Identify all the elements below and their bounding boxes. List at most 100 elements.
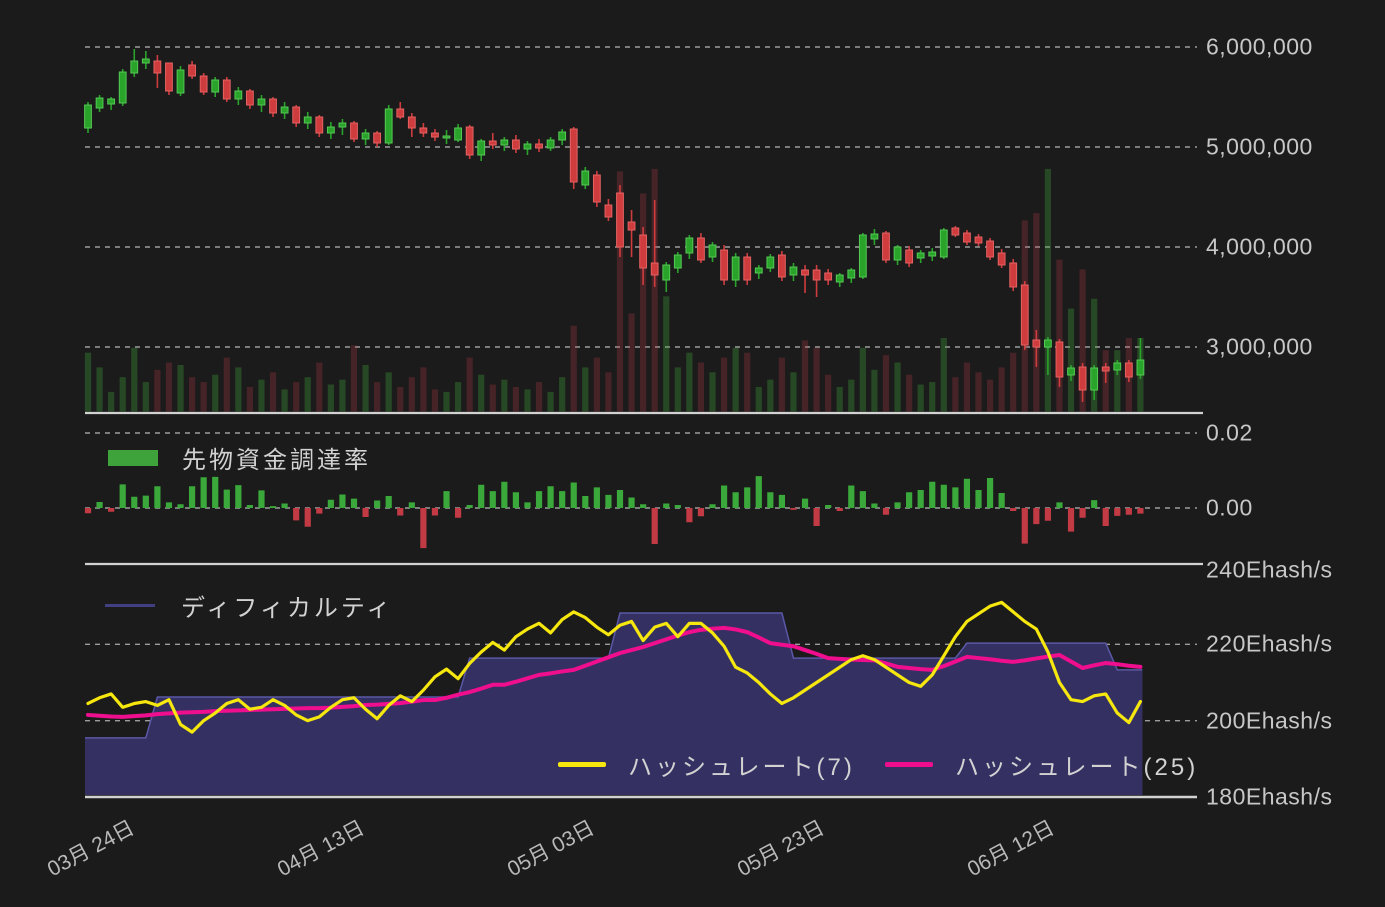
candle-body bbox=[558, 131, 567, 141]
legend-funding[interactable]: 先物資金調達率 bbox=[108, 440, 371, 475]
funding-bar bbox=[663, 503, 670, 508]
candle-body bbox=[234, 90, 243, 100]
funding-swatch-icon bbox=[108, 449, 158, 466]
difficulty-swatch-icon bbox=[105, 604, 155, 607]
funding-bar bbox=[165, 502, 173, 508]
candle-body bbox=[951, 227, 960, 236]
volume-bar bbox=[1033, 213, 1040, 412]
volume-bar bbox=[1044, 168, 1051, 412]
funding-bar bbox=[454, 508, 462, 518]
candle-body bbox=[222, 79, 231, 100]
candle-body bbox=[512, 139, 520, 150]
candle-body bbox=[269, 98, 277, 114]
candle-body bbox=[546, 139, 555, 149]
candle-body bbox=[1113, 362, 1122, 371]
funding-bar bbox=[108, 508, 115, 512]
candle-body bbox=[708, 244, 717, 258]
volume-bar bbox=[119, 377, 126, 412]
y-axis-label: 0.00 bbox=[1206, 494, 1253, 521]
funding-bar bbox=[374, 500, 381, 508]
volume-bar bbox=[443, 391, 450, 412]
candle-body bbox=[650, 262, 659, 276]
hashrate7-line bbox=[86, 600, 1143, 734]
volume-bar bbox=[327, 384, 334, 412]
volume-bar bbox=[489, 384, 496, 412]
candle-body bbox=[141, 58, 150, 64]
candle-body bbox=[697, 237, 705, 261]
legend-difficulty[interactable]: ディフィカルティ bbox=[105, 588, 393, 623]
volume-bar bbox=[535, 382, 543, 412]
volume-bar bbox=[940, 338, 947, 412]
funding-bar bbox=[998, 493, 1005, 508]
volume-bar bbox=[304, 377, 311, 412]
volume-bar bbox=[732, 347, 739, 412]
candle-body bbox=[905, 249, 914, 264]
volume-bar bbox=[1067, 308, 1075, 412]
funding-bar bbox=[512, 492, 520, 508]
candle-body bbox=[396, 108, 405, 118]
candle-body bbox=[789, 266, 798, 276]
funding-bar bbox=[154, 486, 161, 508]
legend-hashrate7[interactable]: ハッシュレート(7) bbox=[558, 747, 855, 782]
funding-bar bbox=[535, 491, 543, 508]
funding-bar bbox=[350, 498, 358, 508]
y-axis-label: 200Ehash/s bbox=[1206, 707, 1333, 734]
legend-hashrate25[interactable]: ハッシュレート(25) bbox=[885, 747, 1198, 782]
funding-bar bbox=[593, 487, 600, 508]
volume-bar bbox=[848, 379, 855, 412]
volume-bar bbox=[524, 389, 531, 412]
y-axis-label: 180Ehash/s bbox=[1206, 783, 1333, 810]
volume-bar bbox=[570, 325, 577, 412]
candle-body bbox=[1020, 284, 1029, 346]
funding-bar bbox=[859, 491, 866, 508]
candle-body bbox=[130, 60, 139, 74]
candle-body bbox=[326, 126, 335, 134]
candle-body bbox=[1090, 367, 1099, 391]
funding-bar bbox=[362, 508, 369, 517]
candle-body bbox=[685, 237, 694, 254]
funding-bar bbox=[258, 490, 265, 508]
candle-body bbox=[604, 204, 613, 218]
volume-bar bbox=[339, 379, 346, 412]
funding-bar bbox=[1137, 508, 1144, 514]
candle-body bbox=[847, 269, 856, 279]
volume-bar bbox=[408, 377, 415, 412]
funding-bar bbox=[570, 482, 577, 508]
volume-bar bbox=[767, 379, 774, 412]
funding-bar bbox=[293, 508, 300, 521]
volume-bar bbox=[929, 382, 936, 412]
volume-bar bbox=[801, 340, 809, 412]
funding-bar bbox=[1102, 508, 1109, 526]
funding-bar bbox=[119, 484, 126, 508]
volume-bar bbox=[686, 352, 693, 412]
difficulty-line bbox=[85, 612, 1143, 739]
funding-bar bbox=[836, 508, 843, 511]
volume-bar bbox=[512, 387, 520, 412]
funding-bar bbox=[524, 502, 531, 508]
candle-body bbox=[858, 234, 867, 278]
difficulty-legend-label: ディフィカルティ bbox=[181, 595, 394, 622]
candle-body bbox=[361, 132, 370, 140]
candle-body bbox=[431, 132, 439, 138]
candle-body bbox=[488, 140, 497, 146]
candle-body bbox=[257, 98, 266, 106]
funding-bar bbox=[1056, 502, 1063, 508]
volume-bar bbox=[1079, 269, 1086, 412]
volume-bar bbox=[269, 372, 277, 412]
funding-bar bbox=[246, 505, 254, 508]
candle-body bbox=[95, 97, 104, 109]
candle-body bbox=[211, 79, 220, 93]
funding-bar bbox=[755, 476, 762, 508]
volume-bar bbox=[755, 387, 762, 412]
funding-bar bbox=[385, 496, 392, 508]
candle-body bbox=[916, 252, 925, 259]
volume-bar bbox=[316, 362, 323, 412]
volume-bar bbox=[223, 357, 230, 412]
volume-bar bbox=[96, 367, 103, 412]
funding-bar bbox=[709, 504, 716, 508]
volume-bar bbox=[235, 367, 242, 412]
candle-body bbox=[731, 256, 740, 281]
candle-body bbox=[569, 128, 578, 183]
funding-bar bbox=[986, 478, 994, 508]
